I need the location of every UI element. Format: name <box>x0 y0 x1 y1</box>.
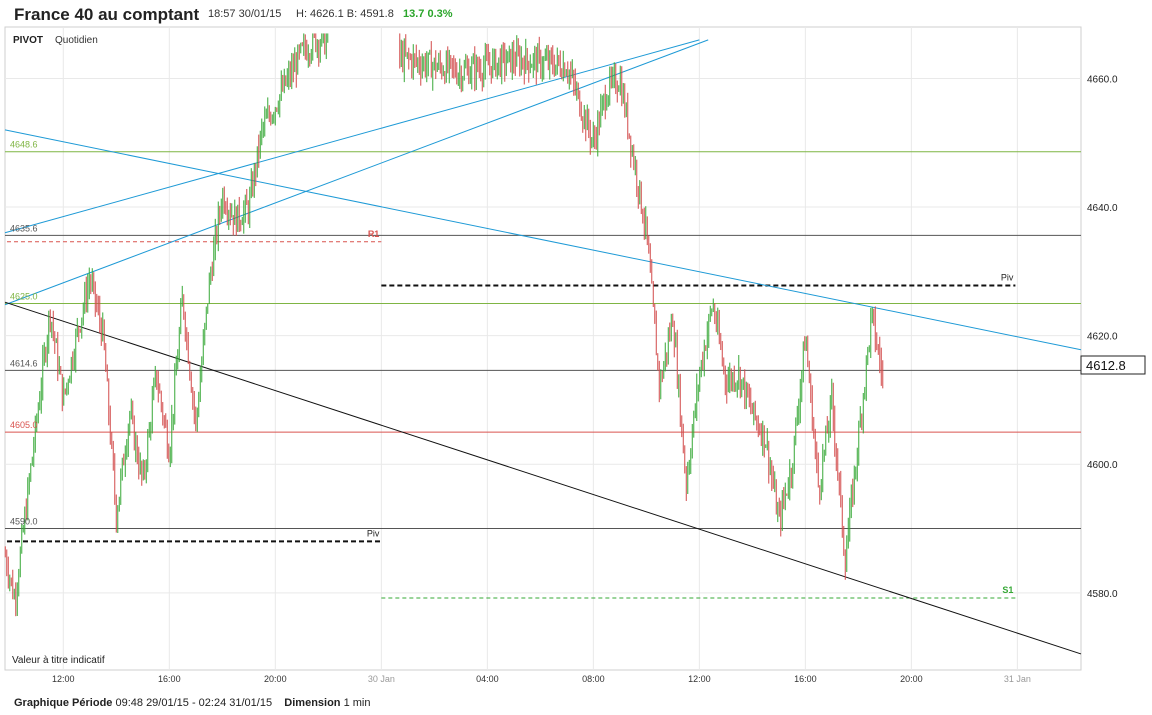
disclaimer-text: Valeur à titre indicatif <box>12 655 105 666</box>
price-change: 13.7 0.3% <box>403 8 453 20</box>
trend-line <box>4 129 1082 351</box>
candles <box>4 33 884 617</box>
pivot-label: S1 <box>1002 585 1013 595</box>
level-label: 4605.0 <box>10 420 38 430</box>
chart-header: France 40 au comptant 18:57 30/01/15 H: … <box>0 0 1152 28</box>
x-tick-label: 12:00 <box>688 674 711 684</box>
level-label: 4635.6 <box>10 223 38 233</box>
indicator-period: Quotidien <box>55 35 98 46</box>
trend-line <box>4 39 700 234</box>
pivot-label: Piv <box>1001 272 1014 282</box>
level-label: 4590.0 <box>10 517 38 527</box>
y-tick-label: 4640.0 <box>1087 203 1118 214</box>
y-tick-label: 4600.0 <box>1087 460 1118 471</box>
x-tick-label: 08:00 <box>582 674 605 684</box>
x-tick-label: 12:00 <box>52 674 75 684</box>
period-label: Graphique Période <box>14 697 113 709</box>
x-tick-label: 20:00 <box>900 674 923 684</box>
level-labels: 4648.6 4635.6 4625.0 4614.6 4605.0 4590.0 R1 Pi… <box>10 140 1014 595</box>
x-tick-label: 20:00 <box>264 674 287 684</box>
y-tick-label: 4660.0 <box>1087 74 1118 85</box>
x-tick-label: 30 Jan <box>368 674 395 684</box>
x-tick-label: 31 Jan <box>1004 674 1031 684</box>
trend-lines <box>4 39 1082 655</box>
x-tick-label: 04:00 <box>476 674 499 684</box>
dimension-label: Dimension <box>284 697 341 709</box>
pivot-label: Piv <box>367 528 380 538</box>
y-tick-label: 4620.0 <box>1087 332 1118 343</box>
period-value: 09:48 29/01/15 - 02:24 31/01/15 <box>115 697 273 709</box>
x-tick-label: 16:00 <box>158 674 181 684</box>
chart-footer: Graphique Période 09:48 29/01/15 - 02:24… <box>14 697 371 709</box>
x-tick-label: 16:00 <box>794 674 817 684</box>
dimension-value: 1 min <box>343 697 371 709</box>
y-axis: 4580.0 4600.0 4620.0 4640.0 4660.0 <box>1087 74 1118 599</box>
last-price-box: 4612.8 <box>1080 355 1146 375</box>
trend-line <box>4 301 1082 655</box>
x-axis: 12:00 16:00 20:00 30 Jan 04:00 08:00 12:00 16:0… <box>52 674 1031 684</box>
last-price-value: 4612.8 <box>1086 358 1126 373</box>
indicator-name: PIVOT <box>13 35 43 46</box>
level-label: 4648.6 <box>10 140 38 150</box>
trend-line <box>4 39 709 306</box>
instrument-title: France 40 au comptant <box>14 5 200 24</box>
pivot-label: R1 <box>368 229 380 239</box>
y-tick-label: 4580.0 <box>1087 589 1118 600</box>
candlestick-chart[interactable]: 4648.6 4635.6 4625.0 4614.6 4605.0 4590.0 R1 Pi… <box>0 26 1152 686</box>
quote-datetime: 18:57 30/01/15 <box>208 8 282 20</box>
level-label: 4625.0 <box>10 291 38 301</box>
plot-area <box>4 26 1082 671</box>
level-label: 4614.6 <box>10 358 38 368</box>
high-low-values: H: 4626.1 B: 4591.8 <box>296 8 394 20</box>
